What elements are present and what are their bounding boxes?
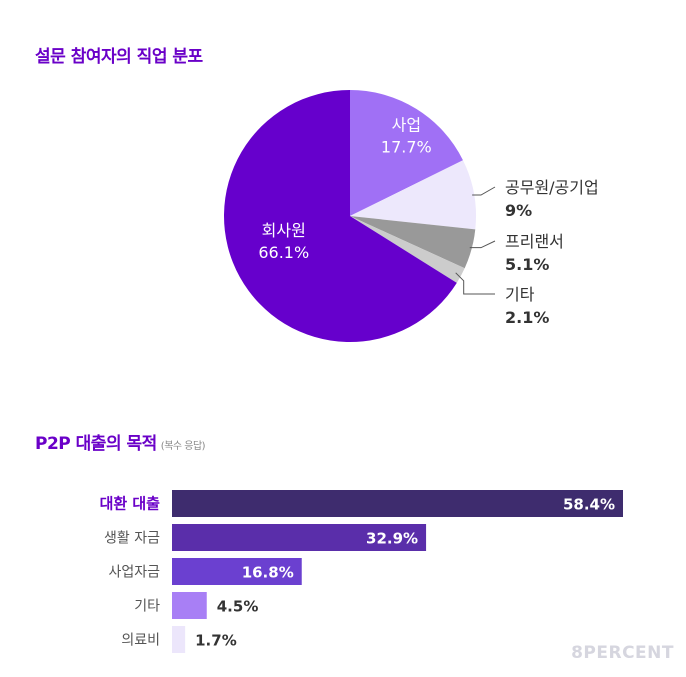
pie-slice-4: [224, 90, 457, 343]
bar-value-4: 1.7%: [195, 632, 237, 650]
bar-category-3: 기타: [134, 599, 160, 615]
pie-label-0: 사업: [392, 116, 421, 135]
bar-category-1: 생활 자금: [104, 531, 160, 547]
brand-logo: 8PERCENT: [571, 643, 674, 663]
pie-leader-3: [455, 272, 495, 295]
bar-value-3: 4.5%: [217, 598, 259, 616]
bar-value-2: 16.8%: [242, 564, 294, 582]
bar-category-0: 대환 대출: [100, 495, 161, 513]
pie-leader-2: [469, 240, 496, 249]
pie-chart: 사업 17.7% 공무원/공기업 9% 프리랜서 5.1% 기타 2.1% 회사원 66.1%: [224, 90, 599, 343]
pie-slice-1: [350, 160, 476, 230]
bar-3: [172, 592, 207, 619]
pie-slice-0: [350, 90, 463, 216]
pie-value-4: 66.1%: [258, 243, 309, 262]
bar-category-2: 사업자금: [108, 565, 160, 581]
bar-1: [172, 524, 427, 551]
pie-value-2: 5.1%: [505, 255, 549, 274]
pie-value-1: 9%: [505, 201, 532, 220]
pie-label-2: 프리랜서: [505, 232, 564, 251]
pie-leader-1: [472, 186, 496, 196]
pie-label-4: 회사원: [262, 221, 306, 240]
bar-value-0: 58.4%: [563, 496, 615, 514]
pie-label-3: 기타: [505, 285, 535, 304]
pie-slice-3: [350, 216, 465, 283]
bar-chart-title-text: P2P 대출의 목적: [35, 434, 157, 454]
bar-4: [172, 626, 186, 653]
bar-category-4: 의료비: [121, 633, 160, 649]
pie-value-0: 17.7%: [381, 138, 432, 157]
pie-chart-title: 설문 참여자의 직업 분포: [35, 47, 203, 67]
bar-chart-subtitle: (복수 응답): [160, 441, 206, 452]
bar-0: [172, 490, 623, 517]
pie-value-3: 2.1%: [505, 308, 549, 327]
bar-chart-title: P2P 대출의 목적 (복수 응답): [35, 429, 206, 454]
bar-2: [172, 558, 302, 585]
bar-value-1: 32.9%: [366, 530, 418, 548]
pie-label-1: 공무원/공기업: [505, 178, 599, 197]
pie-slice-2: [350, 216, 476, 269]
